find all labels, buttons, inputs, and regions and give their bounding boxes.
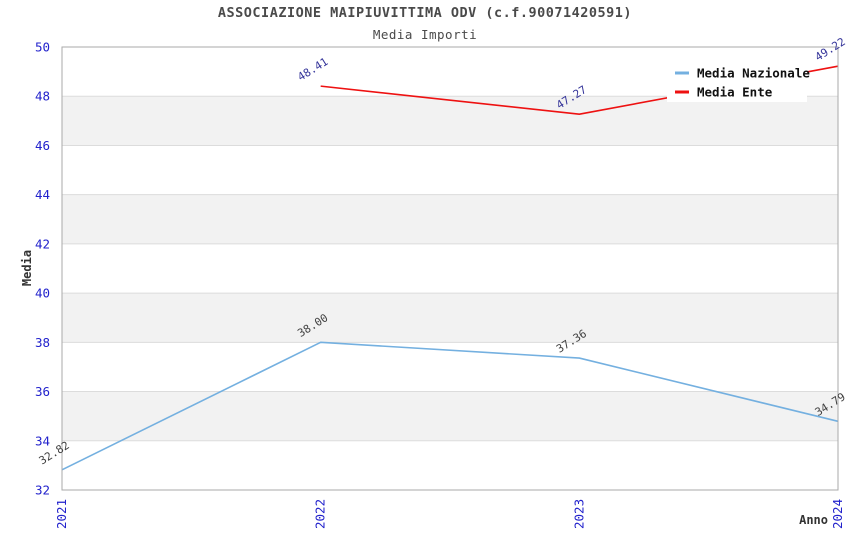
y-tick-label: 50 [35,40,50,55]
legend-label: Media Nazionale [697,66,810,81]
legend-label: Media Ente [697,85,773,100]
y-tick-label: 38 [35,335,50,350]
x-tick-label: 2023 [571,499,586,529]
legend: Media Nazionale Media Ente [667,54,810,102]
series-line-media-nazionale [61,341,839,471]
y-tick-label: 34 [35,433,50,448]
plot-band [62,243,838,294]
plot-band [62,145,838,195]
chart-title: ASSOCIAZIONE MAIPIUVITTIMA ODV (c.f.9007… [217,5,633,21]
y-tick-label: 48 [35,89,50,104]
legend-background [667,54,807,102]
x-tick-label: 2022 [313,499,328,529]
chart-subtitle: Media Importi [372,27,478,42]
x-tick-label: 2024 [830,499,845,529]
plot-band [62,440,838,490]
y-axis-title: Media [20,250,34,286]
y-tick-label: 46 [35,138,50,153]
plot-border [61,46,839,491]
plot-band [62,96,838,146]
y-tick-label: 36 [35,384,50,399]
x-axis-title: Anno [799,513,828,527]
x-tick-label: 2021 [54,499,69,529]
y-tick-label: 44 [35,187,50,202]
legend-item-media-ente: Media Ente [675,85,773,100]
plot-band [62,391,838,441]
y-tick-label: 42 [35,236,50,251]
y-tick-label: 32 [35,483,50,498]
y-tick-label: 40 [35,286,50,301]
plot-band [62,194,838,244]
legend-item-media-nazionale: Media Nazionale [675,66,810,81]
plot-band [62,293,838,343]
